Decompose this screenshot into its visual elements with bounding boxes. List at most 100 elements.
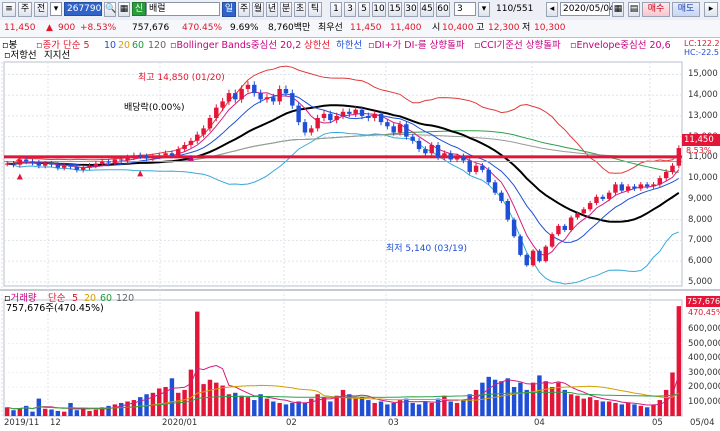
candle-body xyxy=(188,140,194,145)
candle-body xyxy=(492,182,498,193)
volume-ma60-line xyxy=(7,391,679,410)
calendar-icon[interactable]: ▦ xyxy=(612,2,624,17)
custom-period-select[interactable]: 3 xyxy=(454,2,476,16)
new-listing-badge: 신 xyxy=(132,2,146,16)
volume-bar xyxy=(150,392,156,416)
minute-1-button[interactable]: 1 xyxy=(330,2,342,17)
volume-ma120-legend[interactable]: 120 xyxy=(116,293,135,304)
period-tick-button[interactable]: 틱 xyxy=(308,2,322,17)
chevron-down-icon[interactable]: ▾ xyxy=(478,2,490,17)
period-second-button[interactable]: 초 xyxy=(294,2,306,17)
candle-body xyxy=(239,88,244,100)
ma60-legend[interactable]: 60 xyxy=(132,40,145,51)
candle-body xyxy=(429,144,434,154)
price-tick-label: 6,000 xyxy=(688,256,713,267)
date-tick-label: 2020/01 xyxy=(162,418,198,428)
candle-body xyxy=(328,113,333,121)
volume-ma5-legend[interactable]: 5 xyxy=(72,293,79,304)
menu-button[interactable]: ≡ xyxy=(2,2,16,17)
candle-body xyxy=(568,217,574,230)
ma-legend[interactable]: ▫종가 단순 5 xyxy=(36,40,90,51)
envelope-legend[interactable]: ▫Envelope중심선 20,6 xyxy=(570,40,671,51)
candle-body xyxy=(201,128,206,135)
top-toolbar: ≡ 주 전 ▾ 267790 🔍 ▦ 신 배럴 일 주 월 년 분 초 틱 1 … xyxy=(0,0,720,21)
daily-period-button[interactable]: 일 xyxy=(222,2,236,17)
price-tick-label: 11,000 xyxy=(688,152,718,163)
candles xyxy=(4,81,682,267)
stock-list-icon[interactable]: ▦ xyxy=(118,2,130,17)
volume-bar xyxy=(435,398,441,416)
volume-title[interactable]: ▫거래량 xyxy=(4,293,37,304)
support-legend[interactable]: 지지선 xyxy=(44,50,71,61)
checkbox-icon[interactable]: ▫ xyxy=(170,40,177,51)
ma120-legend[interactable]: 120 xyxy=(148,40,167,51)
candle-body xyxy=(613,184,618,193)
checkbox-icon[interactable]: ▫ xyxy=(368,40,375,51)
volume-bar xyxy=(49,409,54,416)
date-field[interactable]: 2020/05/04 xyxy=(560,2,615,16)
bollinger-upper-line xyxy=(7,65,680,174)
scroll-left-icon[interactable]: ◂ xyxy=(546,2,558,17)
volume-bar xyxy=(530,382,536,416)
stock-code-input[interactable]: 267790 xyxy=(64,2,102,16)
checkbox-icon[interactable]: ▫ xyxy=(570,40,577,51)
more-icon[interactable]: ▸ xyxy=(704,2,718,17)
checkbox-icon[interactable]: ▫ xyxy=(4,293,11,304)
volume-ma20-legend[interactable]: 20 xyxy=(84,293,97,304)
open-price: 10,400 xyxy=(442,23,474,33)
volume-ma60-legend[interactable]: 60 xyxy=(100,293,113,304)
sell-button[interactable]: 매도 xyxy=(672,2,700,17)
bollinger-legend[interactable]: ▫Bollinger Bands중심선 20,2 xyxy=(170,40,302,51)
price-tick-label: 5,000 xyxy=(688,276,713,287)
period-week-button[interactable]: 주 xyxy=(238,2,250,17)
volume-bar xyxy=(625,402,631,416)
candle-body xyxy=(220,101,225,108)
minute-60-button[interactable]: 60 xyxy=(436,2,450,17)
checkbox-icon[interactable]: ▫ xyxy=(4,50,11,61)
chart-settings-icon[interactable]: ▤ xyxy=(628,2,640,17)
candle-legend[interactable]: ▫봉 xyxy=(2,40,18,51)
volume-bar xyxy=(397,400,403,416)
search-icon[interactable]: 🔍 xyxy=(104,2,116,17)
minute-10-button[interactable]: 10 xyxy=(372,2,386,17)
candle-body xyxy=(435,144,441,158)
volume-bar xyxy=(499,381,504,416)
volume-bar xyxy=(429,402,434,416)
checkbox-icon[interactable]: ▫ xyxy=(474,40,481,51)
minute-15-button[interactable]: 15 xyxy=(388,2,402,17)
minute-45-button[interactable]: 45 xyxy=(420,2,434,17)
buy-button[interactable]: 매수 xyxy=(642,2,670,17)
volume-bar xyxy=(454,402,460,416)
resistance-legend[interactable]: ▫저항선 xyxy=(4,50,37,61)
bollinger-center-line xyxy=(7,104,680,223)
minute-30-button[interactable]: 30 xyxy=(404,2,418,17)
checkbox-icon[interactable]: ▫ xyxy=(36,40,43,51)
ma10-legend[interactable]: 10 xyxy=(104,40,117,51)
ma20-legend[interactable]: 20 xyxy=(118,40,131,51)
volume-bar xyxy=(651,404,656,416)
dividend-annotation: 배당락(0.00%) xyxy=(124,103,185,113)
volume-ma-legend[interactable]: 단순 xyxy=(48,293,66,304)
volume-percent: 470.45% xyxy=(182,23,223,33)
period-year-button[interactable]: 년 xyxy=(266,2,278,17)
minute-5-button[interactable]: 5 xyxy=(358,2,370,17)
bollinger-upper-legend[interactable]: 상한선 xyxy=(304,40,331,51)
bollinger-lower-legend[interactable]: 하한선 xyxy=(336,40,363,51)
volume-tick-label: 100,000 xyxy=(688,396,720,407)
period-month-button[interactable]: 월 xyxy=(252,2,264,17)
week-toggle-button[interactable]: 주 xyxy=(18,2,32,17)
minute-3-button[interactable]: 3 xyxy=(344,2,356,17)
volume-tick-label: 600,000 xyxy=(688,324,720,334)
candle-body xyxy=(93,163,99,166)
checkbox-icon[interactable]: ▫ xyxy=(2,40,9,51)
dmi-signal-legend[interactable]: ▫DI+가 DI-를 상향돌파 xyxy=(368,40,465,51)
period-minute-button[interactable]: 분 xyxy=(280,2,292,17)
candle-body xyxy=(157,155,162,157)
prev-button[interactable]: 전 xyxy=(34,2,48,17)
toggle-box[interactable]: ▾ xyxy=(50,2,62,16)
volume-bar xyxy=(87,410,92,416)
volume-bar xyxy=(600,401,606,416)
stock-name-field[interactable]: 배럴 xyxy=(146,2,220,16)
cci-signal-legend[interactable]: ▫CCI기준선 상향돌파 xyxy=(474,40,561,51)
